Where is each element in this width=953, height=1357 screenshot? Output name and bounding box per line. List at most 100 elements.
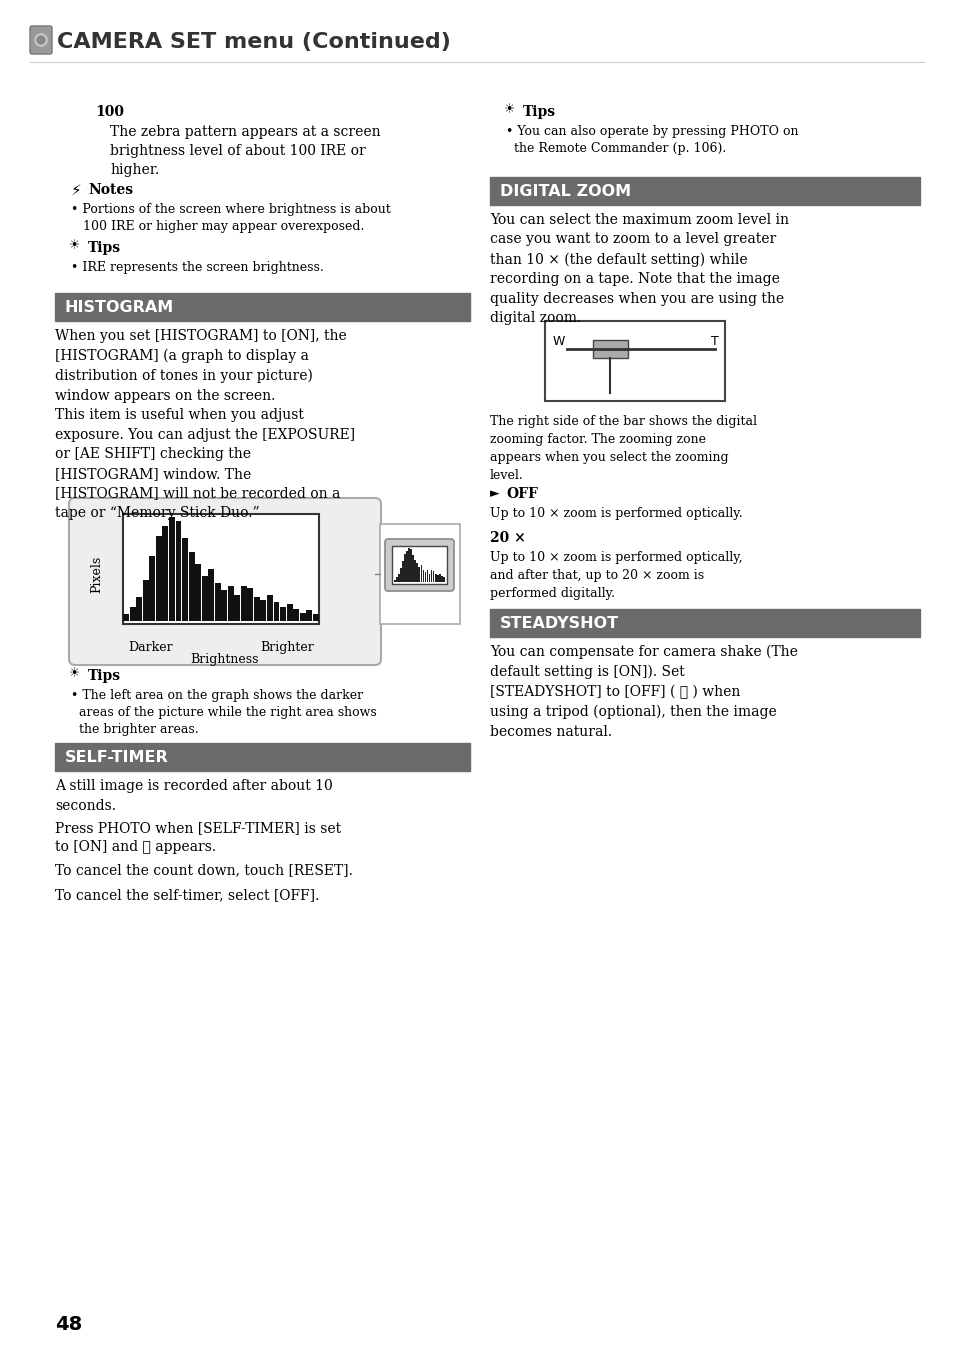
Text: SELF-TIMER: SELF-TIMER: [65, 749, 169, 764]
Bar: [379, 524, 459, 624]
Bar: [201, 577, 208, 622]
Text: Press PHOTO when [SELF-TIMER] is set
to [ON] and ☉ appears.: Press PHOTO when [SELF-TIMER] is set to …: [55, 821, 341, 855]
Text: • You can also operate by pressing PHOTO on
  the Remote Commander (p. 106).: • You can also operate by pressing PHOTO…: [505, 125, 798, 155]
Bar: [436, 575, 438, 582]
Circle shape: [35, 34, 47, 46]
Bar: [247, 588, 253, 622]
Bar: [420, 565, 422, 582]
Bar: [260, 600, 266, 622]
Text: Tips: Tips: [522, 104, 556, 119]
Bar: [234, 594, 240, 622]
Bar: [408, 548, 410, 582]
Bar: [438, 574, 440, 582]
Text: Brightness: Brightness: [191, 653, 259, 666]
Text: W: W: [553, 335, 565, 347]
Bar: [410, 550, 412, 582]
Bar: [424, 571, 426, 582]
Text: OFF: OFF: [505, 487, 537, 501]
Bar: [394, 579, 395, 582]
Bar: [428, 574, 430, 582]
Bar: [406, 551, 408, 582]
Bar: [280, 607, 286, 622]
Bar: [435, 574, 436, 582]
Bar: [430, 570, 432, 582]
Bar: [442, 577, 444, 582]
Bar: [416, 563, 417, 582]
Bar: [123, 514, 318, 624]
Text: Tips: Tips: [88, 669, 121, 683]
Text: STEADYSHOT: STEADYSHOT: [499, 616, 618, 631]
Bar: [208, 569, 213, 622]
Text: Darker: Darker: [128, 641, 172, 654]
Text: 48: 48: [55, 1315, 82, 1334]
Text: You can compensate for camera shake (The
default setting is [ON]). Set
[STEADYSH: You can compensate for camera shake (The…: [490, 645, 797, 738]
Bar: [395, 577, 397, 582]
Bar: [136, 597, 142, 622]
Bar: [418, 567, 419, 582]
Text: DIGITAL ZOOM: DIGITAL ZOOM: [499, 183, 631, 198]
Bar: [267, 594, 273, 622]
Text: Up to 10 × zoom is performed optically,
and after that, up to 20 × zoom is
perfo: Up to 10 × zoom is performed optically, …: [490, 551, 741, 600]
Text: • Portions of the screen where brightness is about
   100 IRE or higher may appe: • Portions of the screen where brightnes…: [71, 204, 391, 233]
Bar: [404, 554, 406, 582]
Bar: [189, 552, 194, 622]
Bar: [221, 590, 227, 622]
Bar: [195, 565, 201, 622]
Bar: [414, 559, 416, 582]
Bar: [228, 585, 233, 622]
Bar: [399, 569, 401, 582]
Bar: [412, 555, 414, 582]
Bar: [593, 341, 627, 358]
Bar: [397, 574, 399, 582]
Bar: [490, 609, 919, 636]
Bar: [169, 517, 174, 622]
Bar: [286, 604, 293, 622]
Bar: [143, 579, 149, 622]
Bar: [253, 597, 259, 622]
Text: A still image is recorded after about 10
seconds.: A still image is recorded after about 10…: [55, 779, 333, 813]
Bar: [55, 744, 470, 771]
Text: Brighter: Brighter: [260, 641, 314, 654]
FancyBboxPatch shape: [69, 498, 380, 665]
Text: ☀: ☀: [503, 103, 515, 115]
Text: 100: 100: [95, 104, 124, 119]
Text: Tips: Tips: [88, 242, 121, 255]
Text: The zebra pattern appears at a screen
brightness level of about 100 IRE or
highe: The zebra pattern appears at a screen br…: [110, 125, 380, 176]
Bar: [402, 560, 403, 582]
Text: Pixels: Pixels: [91, 555, 103, 593]
Bar: [123, 613, 129, 622]
Bar: [392, 546, 447, 584]
Text: Up to 10 × zoom is performed optically.: Up to 10 × zoom is performed optically.: [490, 508, 741, 520]
Text: When you set [HISTOGRAM] to [ON], the
[HISTOGRAM] (a graph to display a
distribu: When you set [HISTOGRAM] to [ON], the [H…: [55, 328, 355, 520]
Text: To cancel the self-timer, select [OFF].: To cancel the self-timer, select [OFF].: [55, 887, 319, 902]
Text: You can select the maximum zoom level in
case you want to zoom to a level greate: You can select the maximum zoom level in…: [490, 213, 788, 326]
Bar: [162, 527, 169, 622]
Bar: [130, 607, 135, 622]
FancyBboxPatch shape: [385, 539, 454, 592]
Bar: [214, 584, 220, 622]
Bar: [299, 613, 305, 622]
Text: HISTOGRAM: HISTOGRAM: [65, 300, 174, 315]
Bar: [440, 575, 442, 582]
Bar: [422, 570, 424, 582]
Text: To cancel the count down, touch [RESET].: To cancel the count down, touch [RESET].: [55, 863, 353, 877]
Bar: [293, 609, 299, 622]
Text: The right side of the bar shows the digital
zooming factor. The zooming zone
app: The right side of the bar shows the digi…: [490, 415, 757, 482]
Bar: [175, 521, 181, 622]
Text: • IRE represents the screen brightness.: • IRE represents the screen brightness.: [71, 261, 323, 274]
Text: ►: ►: [490, 487, 499, 499]
Bar: [426, 570, 428, 582]
Text: 20 ×: 20 ×: [490, 531, 525, 546]
Bar: [433, 571, 434, 582]
Text: Notes: Notes: [88, 183, 133, 197]
FancyBboxPatch shape: [30, 26, 52, 54]
Bar: [544, 322, 724, 402]
Text: CAMERA SET menu (Continued): CAMERA SET menu (Continued): [57, 33, 451, 52]
Bar: [241, 585, 247, 622]
Bar: [182, 539, 188, 622]
Text: ☀: ☀: [69, 239, 80, 252]
Bar: [306, 611, 312, 622]
Text: ☀: ☀: [69, 668, 80, 680]
Bar: [313, 613, 318, 622]
Bar: [490, 176, 919, 205]
